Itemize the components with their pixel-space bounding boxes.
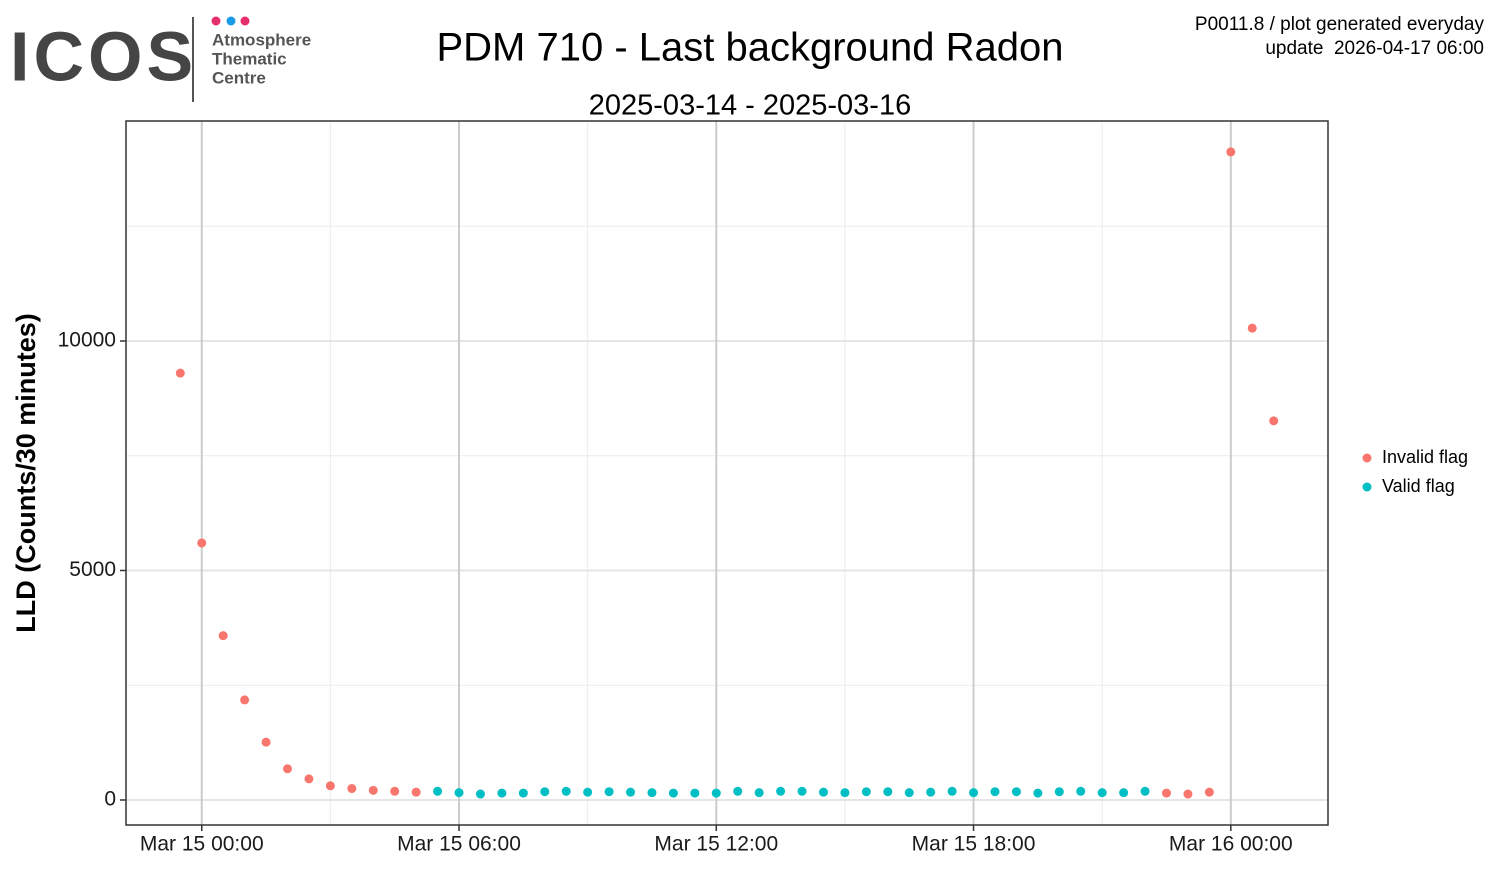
x-tick-label: Mar 15 06:00 [397,833,521,856]
point [969,788,979,798]
point [1097,788,1107,798]
point [197,538,207,548]
point [883,787,893,797]
y-tick-label: 10000 [58,329,116,352]
point [368,785,378,795]
legend-label: Invalid flag [1382,447,1468,467]
chart-subtitle: 2025-03-14 - 2025-03-16 [589,90,911,122]
point [1183,789,1193,799]
point [540,787,550,797]
point [947,786,957,796]
x-tick-label: Mar 15 12:00 [654,833,778,856]
point [218,631,228,641]
point [497,788,507,798]
point [390,786,400,796]
point [583,787,593,797]
point [861,787,871,797]
point [347,784,357,794]
point [1033,788,1043,798]
note: P0011.8 / plot generated everyday [1195,14,1485,35]
point [647,788,657,798]
point [283,764,293,774]
legend-marker [1362,453,1372,463]
y-tick-label: 5000 [69,558,116,581]
point [1011,787,1021,797]
point [261,737,271,747]
logo-dot [211,16,221,26]
point [797,786,807,796]
chart-title: PDM 710 - Last background Radon [436,26,1063,70]
point [1140,786,1150,796]
point [1161,788,1171,798]
point [454,788,464,798]
plot-border [125,120,1329,826]
point [1076,786,1086,796]
point [175,368,185,378]
point [776,786,786,796]
logo-line: Thematic [212,49,287,68]
point [990,787,1000,797]
x-tick-label: Mar 16 00:00 [1169,833,1293,856]
point [668,788,678,798]
point [604,787,614,797]
point [733,786,743,796]
point [690,788,700,798]
point [1269,416,1279,426]
point [1226,147,1236,157]
point [1054,787,1064,797]
x-tick-label: Mar 15 18:00 [912,833,1036,856]
logo-dot [240,16,250,26]
point [325,781,335,791]
note: update 2026-04-17 06:00 [1265,38,1484,59]
logo-line: Centre [212,68,266,87]
x-tick-label: Mar 15 00:00 [140,833,264,856]
legend-marker [1362,482,1372,492]
point [711,788,721,798]
y-tick-label: 0 [104,788,116,811]
logo-name: ICOS [10,17,197,95]
logo-dot [226,16,236,26]
point [818,787,828,797]
y-axis-label: LLD (Counts/30 minutes) [11,313,41,633]
point [518,788,528,798]
point [1119,788,1129,798]
point [904,788,914,798]
point [411,787,421,797]
point [304,774,314,784]
point [626,787,636,797]
point [926,787,936,797]
point [1204,787,1214,797]
point [433,786,443,796]
point [561,786,571,796]
point [754,788,764,798]
legend-label: Valid flag [1382,476,1455,496]
point [840,788,850,798]
logo-line: Atmosphere [212,30,311,49]
point [475,789,485,799]
point [1247,323,1257,333]
point [240,695,250,705]
